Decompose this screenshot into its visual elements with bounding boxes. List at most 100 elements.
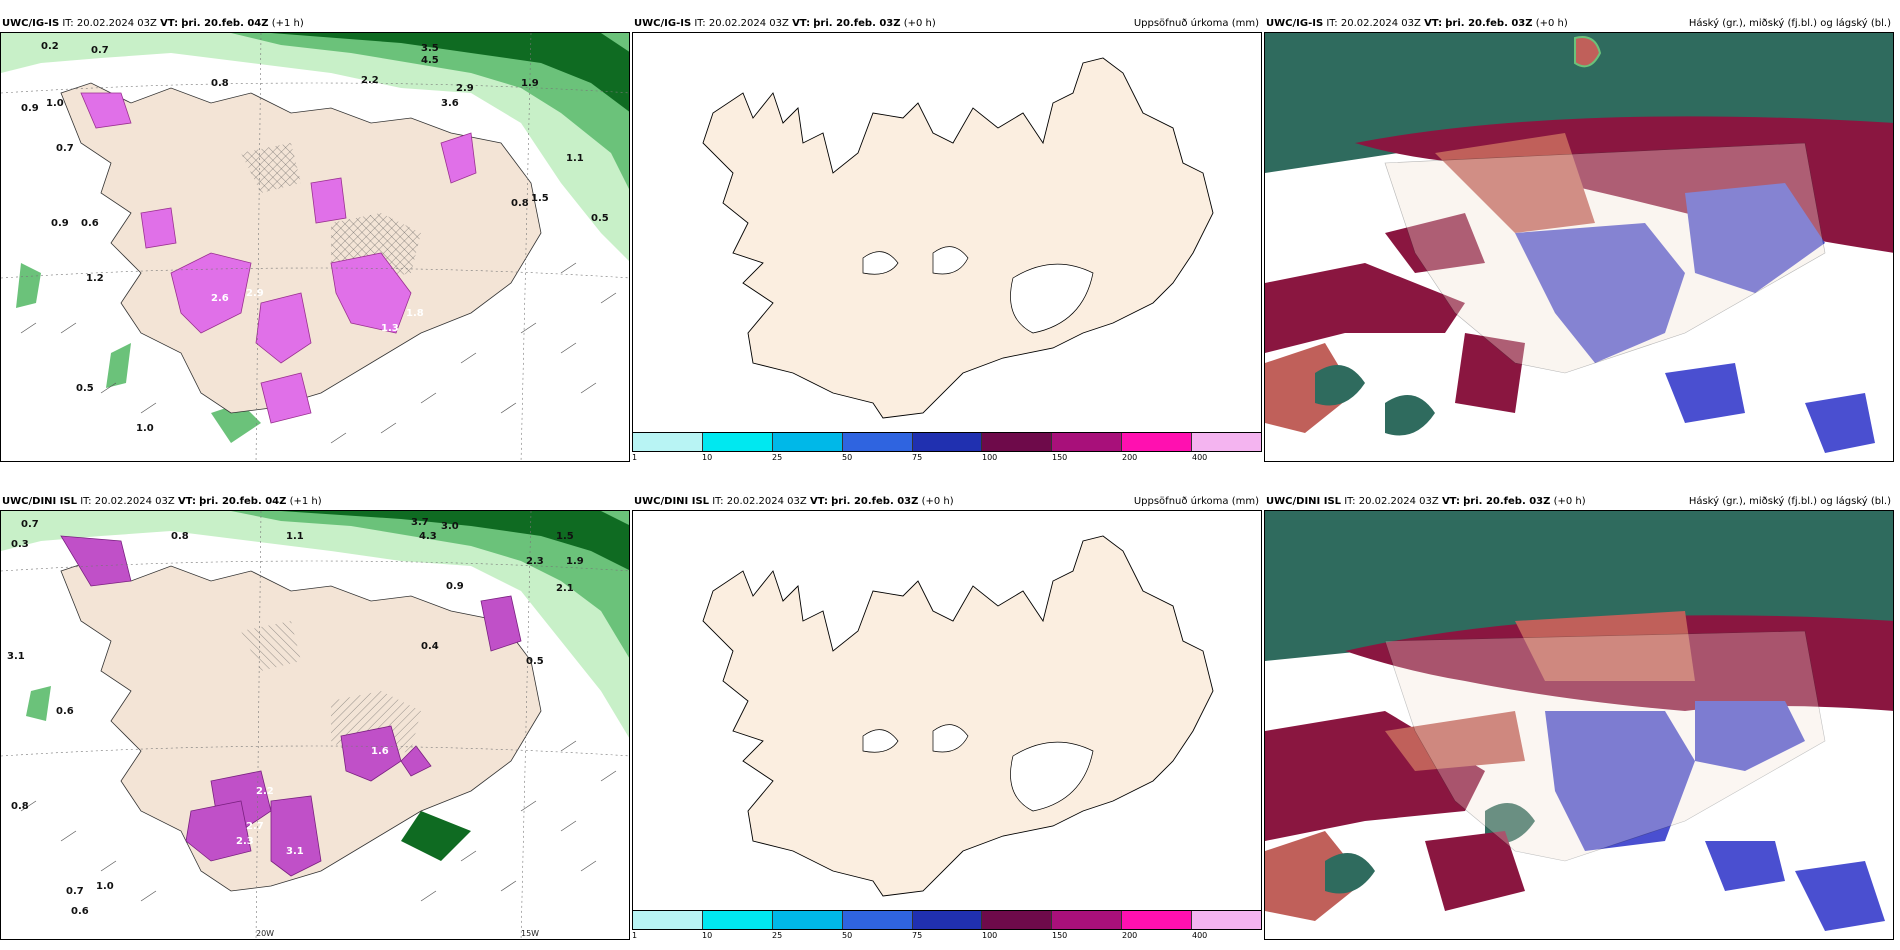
panel-bottom-mid: UWC/DINI ISL IT: 20.02.2024 03Z VT: þri.…: [632, 493, 1262, 941]
vt-value: þri. 20.feb. 03Z: [1445, 18, 1533, 29]
precip-value: 0.7: [21, 519, 39, 530]
colorbar-swatch: [1052, 911, 1123, 929]
colorbar-swatch: [1052, 433, 1123, 451]
precip-value: 0.6: [56, 706, 74, 717]
cloud-canvas: [1265, 511, 1893, 939]
colorbar-swatch: [842, 911, 913, 929]
precip-value: 4.3: [419, 531, 437, 542]
precip-value: 0.7: [66, 886, 84, 897]
colorbar-tick: 1: [632, 931, 638, 940]
panel-header: UWC/IG-IS IT: 20.02.2024 03Z VT: þri. 20…: [632, 15, 1262, 33]
colorbar-swatch: [982, 433, 1053, 451]
precip-value: 1.2: [86, 273, 104, 284]
colorbar: [632, 910, 1262, 930]
lead-time: (+1 h): [271, 18, 304, 29]
panel-title: Uppsöfnuð úrkoma (mm): [1133, 18, 1259, 29]
colorbar-swatch: [633, 433, 703, 451]
it-label: IT:: [80, 496, 92, 507]
it-label: IT:: [712, 496, 724, 507]
model-name: UWC/DINI ISL: [1266, 496, 1342, 507]
colorbar-swatch: [1122, 911, 1193, 929]
panel-title: Háský (gr.), miðský (fj.bl.) og lágský (…: [1688, 496, 1891, 507]
lead-time: (+0 h): [921, 496, 954, 507]
it-value: 20.02.2024 03Z: [76, 18, 157, 29]
precip-value: 2.2: [256, 786, 274, 797]
precip-value: 0.6: [81, 218, 99, 229]
panel-title: Háský (gr.), miðský (fj.bl.) og lágský (…: [1688, 18, 1891, 29]
colorbar-tick: 400: [1192, 453, 1208, 462]
it-value: 20.02.2024 03Z: [94, 496, 175, 507]
precip-value: 1.0: [46, 98, 64, 109]
colorbar-swatch: [912, 433, 983, 451]
colorbar-swatch: [1192, 911, 1262, 929]
colorbar-swatch: [982, 911, 1053, 929]
precip-value: 2.7: [246, 821, 264, 832]
it-label: IT:: [1326, 18, 1338, 29]
lead-time: (+1 h): [289, 496, 322, 507]
it-label: IT:: [62, 18, 74, 29]
colorbar-tick: 150: [1052, 453, 1068, 462]
precip-value: 0.8: [511, 198, 529, 209]
precip-value: 2.9: [246, 288, 264, 299]
colorbar-swatch: [702, 911, 773, 929]
vt-label: VT:: [809, 496, 828, 507]
lon-label: 20W: [256, 929, 275, 938]
precip-value: 3.6: [441, 98, 459, 109]
colorbar-swatch: [772, 433, 843, 451]
vt-value: þri. 20.feb. 03Z: [831, 496, 919, 507]
colorbar-tick: 10: [702, 931, 713, 940]
precip-value: 4.5: [421, 55, 439, 66]
model-name: UWC/DINI ISL: [2, 496, 78, 507]
precip-wind-map: 0.7 0.3 0.8 1.1 1.5 3.7 4.3 3.0 2.3 1.9 …: [0, 510, 630, 940]
colorbar: [632, 432, 1262, 452]
precip-value: 0.3: [11, 539, 29, 550]
colorbar-tick: 100: [982, 453, 998, 462]
it-value: 20.02.2024 03Z: [708, 18, 789, 29]
model-name: UWC/IG-IS: [2, 18, 60, 29]
colorbar-tick: 400: [1192, 931, 1208, 940]
colorbar-tick: 10: [702, 453, 713, 462]
colorbar-tick: 200: [1122, 931, 1138, 940]
it-value: 20.02.2024 03Z: [726, 496, 807, 507]
precip-value: 1.1: [286, 531, 304, 542]
vt-label: VT:: [177, 496, 196, 507]
accumulated-precip-map: [632, 32, 1262, 442]
cloud-canvas: [1265, 33, 1893, 461]
precip-value: 3.1: [7, 651, 25, 662]
colorbar-tick: 100: [982, 931, 998, 940]
panel-bottom-left: UWC/DINI ISL IT: 20.02.2024 03Z VT: þri.…: [0, 493, 630, 941]
colorbar-swatch: [1122, 433, 1193, 451]
precip-value: 3.0: [441, 521, 459, 532]
panel-top-left: UWC/IG-IS IT: 20.02.2024 03Z VT: þri. 20…: [0, 15, 630, 463]
panel-bottom-right: UWC/DINI ISL IT: 20.02.2024 03Z VT: þri.…: [1264, 493, 1894, 941]
precip-value: 0.5: [526, 656, 544, 667]
model-name: UWC/IG-IS: [1266, 18, 1324, 29]
colorbar-tick: 150: [1052, 931, 1068, 940]
colorbar-ticks: 1 10 25 50 75 100 150 200 400: [632, 931, 1262, 941]
panel-header: UWC/DINI ISL IT: 20.02.2024 03Z VT: þri.…: [632, 493, 1262, 511]
lead-time: (+0 h): [903, 18, 936, 29]
precip-value: 1.5: [531, 193, 549, 204]
precip-value: 2.1: [556, 583, 574, 594]
iceland-outline: [633, 511, 1261, 919]
panel-title: Uppsöfnuð úrkoma (mm): [1133, 496, 1259, 507]
panel-top-mid: UWC/IG-IS IT: 20.02.2024 03Z VT: þri. 20…: [632, 15, 1262, 463]
panel-top-right: UWC/IG-IS IT: 20.02.2024 03Z VT: þri. 20…: [1264, 15, 1894, 463]
panel-header: UWC/DINI ISL IT: 20.02.2024 03Z VT: þri.…: [1264, 493, 1894, 511]
precip-value: 0.6: [71, 906, 89, 917]
accumulated-precip-map: [632, 510, 1262, 920]
precip-value: 2.3: [526, 556, 544, 567]
precip-value: 0.7: [56, 143, 74, 154]
panel-header: UWC/IG-IS IT: 20.02.2024 03Z VT: þri. 20…: [1264, 15, 1894, 33]
precip-value: 1.9: [566, 556, 584, 567]
vt-value: þri. 20.feb. 04Z: [181, 18, 269, 29]
vt-value: þri. 20.feb. 03Z: [1463, 496, 1551, 507]
precip-value: 2.9: [456, 83, 474, 94]
vt-value: þri. 20.feb. 04Z: [199, 496, 287, 507]
vt-value: þri. 20.feb. 03Z: [813, 18, 901, 29]
panel-header: UWC/DINI ISL IT: 20.02.2024 03Z VT: þri.…: [0, 493, 630, 511]
colorbar-tick: 200: [1122, 453, 1138, 462]
precip-value: 2.2: [361, 75, 379, 86]
colorbar-ticks: 1 10 25 50 75 100 150 200 400: [632, 453, 1262, 463]
colorbar-tick: 75: [912, 453, 923, 462]
